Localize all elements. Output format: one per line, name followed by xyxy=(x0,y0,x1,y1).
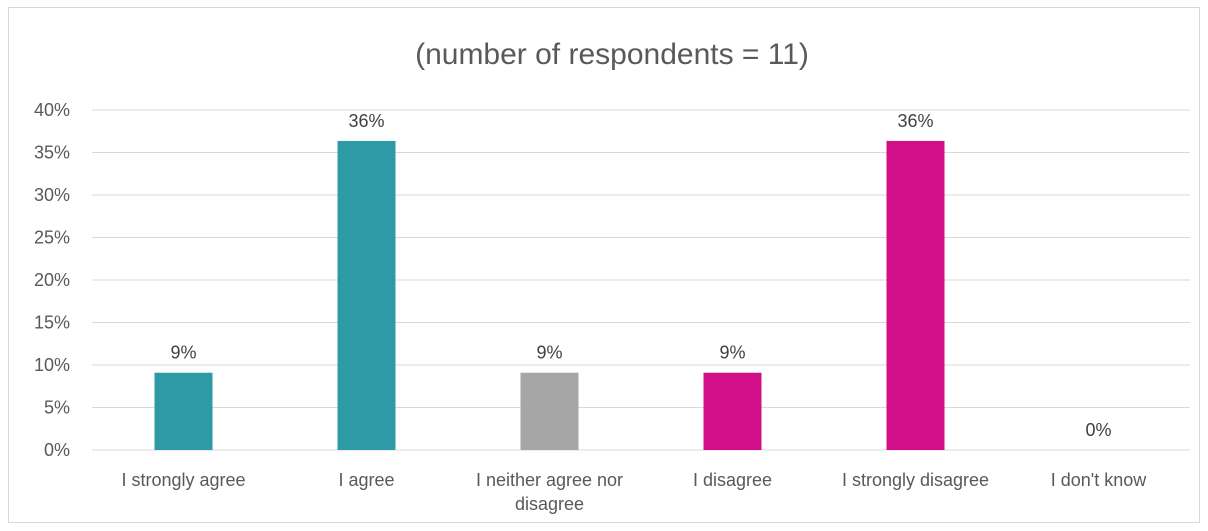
category-label: I strongly agree xyxy=(121,470,245,490)
bar xyxy=(886,140,945,450)
y-tick-label: 35% xyxy=(34,143,70,163)
bar xyxy=(337,140,396,450)
bar xyxy=(154,372,213,450)
y-axis-ticks: 0% 5% 10% 15% 20% 25% 30% 35% 40% xyxy=(34,100,70,460)
y-tick-label: 20% xyxy=(34,270,70,290)
category-label: I agree xyxy=(338,470,394,490)
bar xyxy=(703,372,762,450)
category-labels: I strongly agree I agree I neither agree n… xyxy=(121,470,1147,514)
data-label: 0% xyxy=(1085,420,1111,440)
bars xyxy=(154,140,945,450)
y-tick-label: 25% xyxy=(34,228,70,248)
category-label: disagree xyxy=(515,494,584,514)
chart-title: (number of respondents = 11) xyxy=(415,38,809,71)
category-label: I strongly disagree xyxy=(842,470,989,490)
data-label: 36% xyxy=(897,111,933,131)
y-tick-label: 10% xyxy=(34,355,70,375)
data-label: 36% xyxy=(348,111,384,131)
data-labels: 9% 36% 9% 9% 36% 0% xyxy=(170,111,1111,440)
category-label: I don't know xyxy=(1051,470,1147,490)
category-label: I neither agree nor xyxy=(476,470,623,490)
y-tick-label: 30% xyxy=(34,185,70,205)
gridlines xyxy=(92,109,1190,451)
y-tick-label: 5% xyxy=(44,398,70,418)
data-label: 9% xyxy=(536,343,562,363)
y-tick-label: 0% xyxy=(44,440,70,460)
data-label: 9% xyxy=(719,343,745,363)
bar xyxy=(520,372,579,450)
y-tick-label: 15% xyxy=(34,313,70,333)
y-tick-label: 40% xyxy=(34,100,70,120)
category-label: I disagree xyxy=(693,470,772,490)
data-label: 9% xyxy=(170,343,196,363)
